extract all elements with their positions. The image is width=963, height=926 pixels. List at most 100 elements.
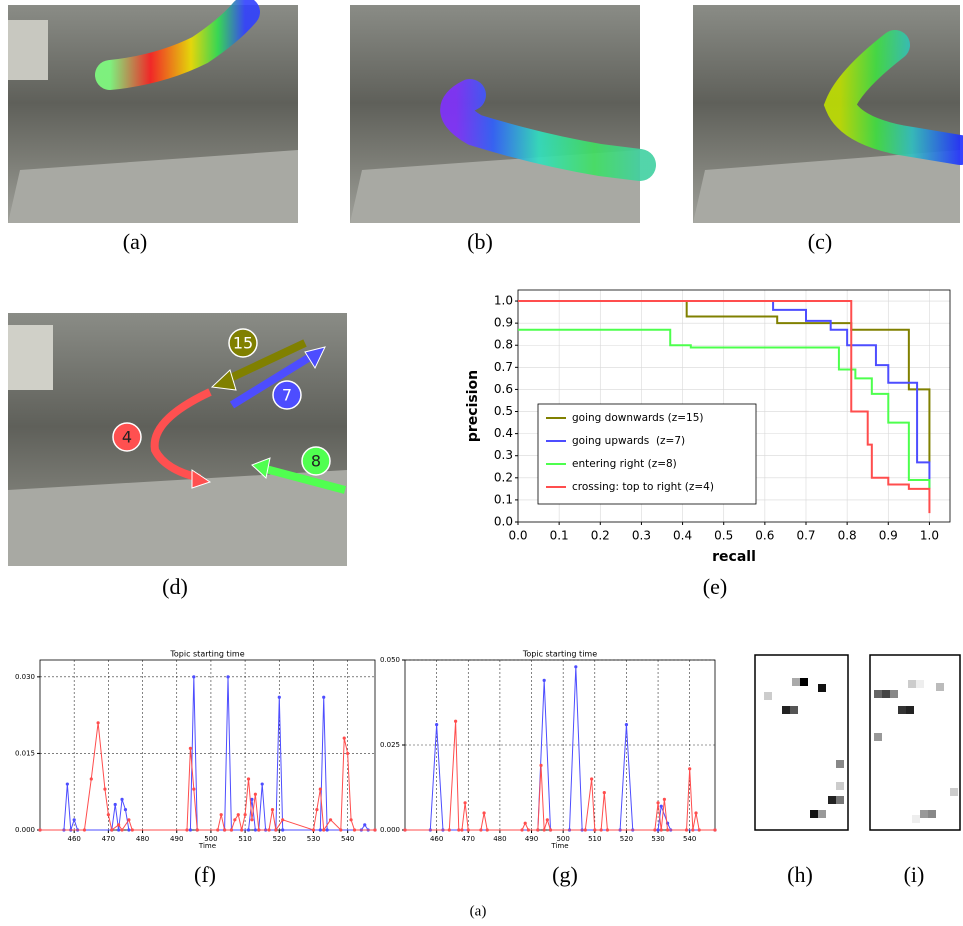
data-point bbox=[457, 828, 461, 832]
x-tick-label: 510 bbox=[238, 835, 251, 843]
y-tick-label: 0.7 bbox=[494, 360, 513, 374]
x-tick-label: 510 bbox=[588, 835, 601, 843]
data-point bbox=[339, 828, 343, 832]
data-point bbox=[188, 746, 193, 750]
legend-label: entering right (z=8) bbox=[572, 458, 677, 470]
data-point bbox=[253, 828, 257, 832]
x-tick-label: 460 bbox=[430, 835, 443, 843]
plot-area bbox=[405, 660, 715, 830]
data-point bbox=[236, 813, 240, 817]
photo-b bbox=[350, 5, 656, 223]
data-point bbox=[349, 818, 353, 822]
data-point bbox=[656, 828, 660, 832]
x-tick-label: 460 bbox=[67, 835, 80, 843]
panel-label: (h) bbox=[787, 862, 813, 887]
data-point bbox=[346, 751, 350, 756]
data-point bbox=[463, 801, 467, 805]
panel-label: (a) bbox=[123, 229, 147, 254]
x-axis-label: recall bbox=[712, 549, 756, 565]
data-point bbox=[106, 813, 110, 817]
data-point bbox=[691, 828, 695, 832]
x-tick-label: 0.9 bbox=[879, 529, 898, 543]
data-point bbox=[96, 721, 100, 725]
data-point bbox=[250, 818, 254, 822]
data-point bbox=[447, 828, 451, 832]
data-point bbox=[229, 828, 234, 832]
data-point bbox=[195, 828, 199, 832]
chart-title: Topic starting time bbox=[169, 650, 244, 659]
x-tick-label: 530 bbox=[651, 835, 664, 843]
data-point bbox=[260, 782, 264, 786]
x-tick-label: 520 bbox=[273, 835, 286, 843]
data-point bbox=[322, 695, 326, 699]
x-tick-label: 520 bbox=[620, 835, 633, 843]
y-tick-label: 0.000 bbox=[15, 826, 35, 834]
data-point bbox=[120, 797, 124, 801]
data-point bbox=[120, 828, 124, 832]
data-point bbox=[520, 828, 524, 832]
data-point bbox=[662, 797, 666, 802]
x-tick-label: 1.0 bbox=[920, 529, 939, 543]
chart-title: Topic starting time bbox=[522, 650, 597, 659]
series-line bbox=[534, 300, 931, 489]
y-tick-label: 0.1 bbox=[494, 492, 513, 506]
data-point bbox=[113, 802, 117, 807]
x-axis-label: Time bbox=[550, 842, 568, 850]
y-tick-label: 0.2 bbox=[494, 470, 513, 484]
photo-d: 15 7 4 8 bbox=[8, 313, 347, 566]
data-point bbox=[250, 797, 254, 801]
y-tick-label: 0.8 bbox=[494, 338, 513, 352]
x-axis-label: Time bbox=[198, 842, 216, 850]
data-point bbox=[479, 828, 483, 832]
data-point bbox=[328, 818, 333, 822]
data-point bbox=[130, 828, 134, 832]
data-point bbox=[243, 813, 247, 817]
data-point bbox=[454, 719, 458, 723]
legend-label: going downwards (z=15) bbox=[572, 412, 704, 424]
data-point bbox=[665, 828, 670, 832]
panel-label: (d) bbox=[162, 574, 188, 599]
data-point bbox=[659, 804, 663, 808]
data-point bbox=[192, 787, 196, 791]
data-point bbox=[72, 818, 76, 822]
y-tick-label: 0.4 bbox=[494, 426, 513, 440]
panel-label: (c) bbox=[808, 229, 832, 254]
x-tick-label: 540 bbox=[683, 835, 696, 843]
panel-labels: (a) (b) (c) (d) (e) (f) (g) (h) (i) (a) bbox=[123, 229, 925, 919]
scene-annotation: 15 bbox=[233, 334, 253, 353]
data-point bbox=[38, 828, 42, 832]
y-tick-label: 0.000 bbox=[380, 826, 400, 834]
data-point bbox=[460, 828, 464, 832]
data-point bbox=[127, 828, 131, 832]
data-point bbox=[542, 678, 546, 683]
data-point bbox=[574, 665, 578, 669]
data-point bbox=[185, 828, 189, 832]
data-point bbox=[526, 828, 530, 832]
x-tick-label: 0.8 bbox=[838, 529, 857, 543]
data-point bbox=[363, 823, 367, 827]
data-point bbox=[593, 828, 597, 832]
x-tick-label: 470 bbox=[102, 835, 115, 843]
data-point bbox=[536, 828, 540, 832]
panel-label: (g) bbox=[552, 862, 578, 887]
data-point bbox=[688, 767, 692, 771]
data-point bbox=[222, 828, 227, 832]
x-tick-label: 540 bbox=[341, 835, 354, 843]
data-point bbox=[281, 818, 285, 822]
plot-frame bbox=[517, 289, 951, 523]
data-point bbox=[325, 828, 329, 832]
data-point bbox=[318, 787, 322, 791]
data-point bbox=[684, 828, 689, 832]
data-point bbox=[216, 828, 220, 832]
data-point bbox=[523, 821, 527, 825]
x-tick-label: 0.7 bbox=[796, 529, 815, 543]
data-point bbox=[127, 818, 131, 822]
data-point bbox=[403, 828, 407, 832]
data-point bbox=[219, 813, 223, 817]
data-point bbox=[545, 818, 549, 822]
data-point bbox=[240, 828, 244, 832]
x-tick-label: 470 bbox=[462, 835, 475, 843]
x-tick-label: 0.4 bbox=[673, 529, 692, 543]
x-tick-label: 480 bbox=[493, 835, 506, 843]
